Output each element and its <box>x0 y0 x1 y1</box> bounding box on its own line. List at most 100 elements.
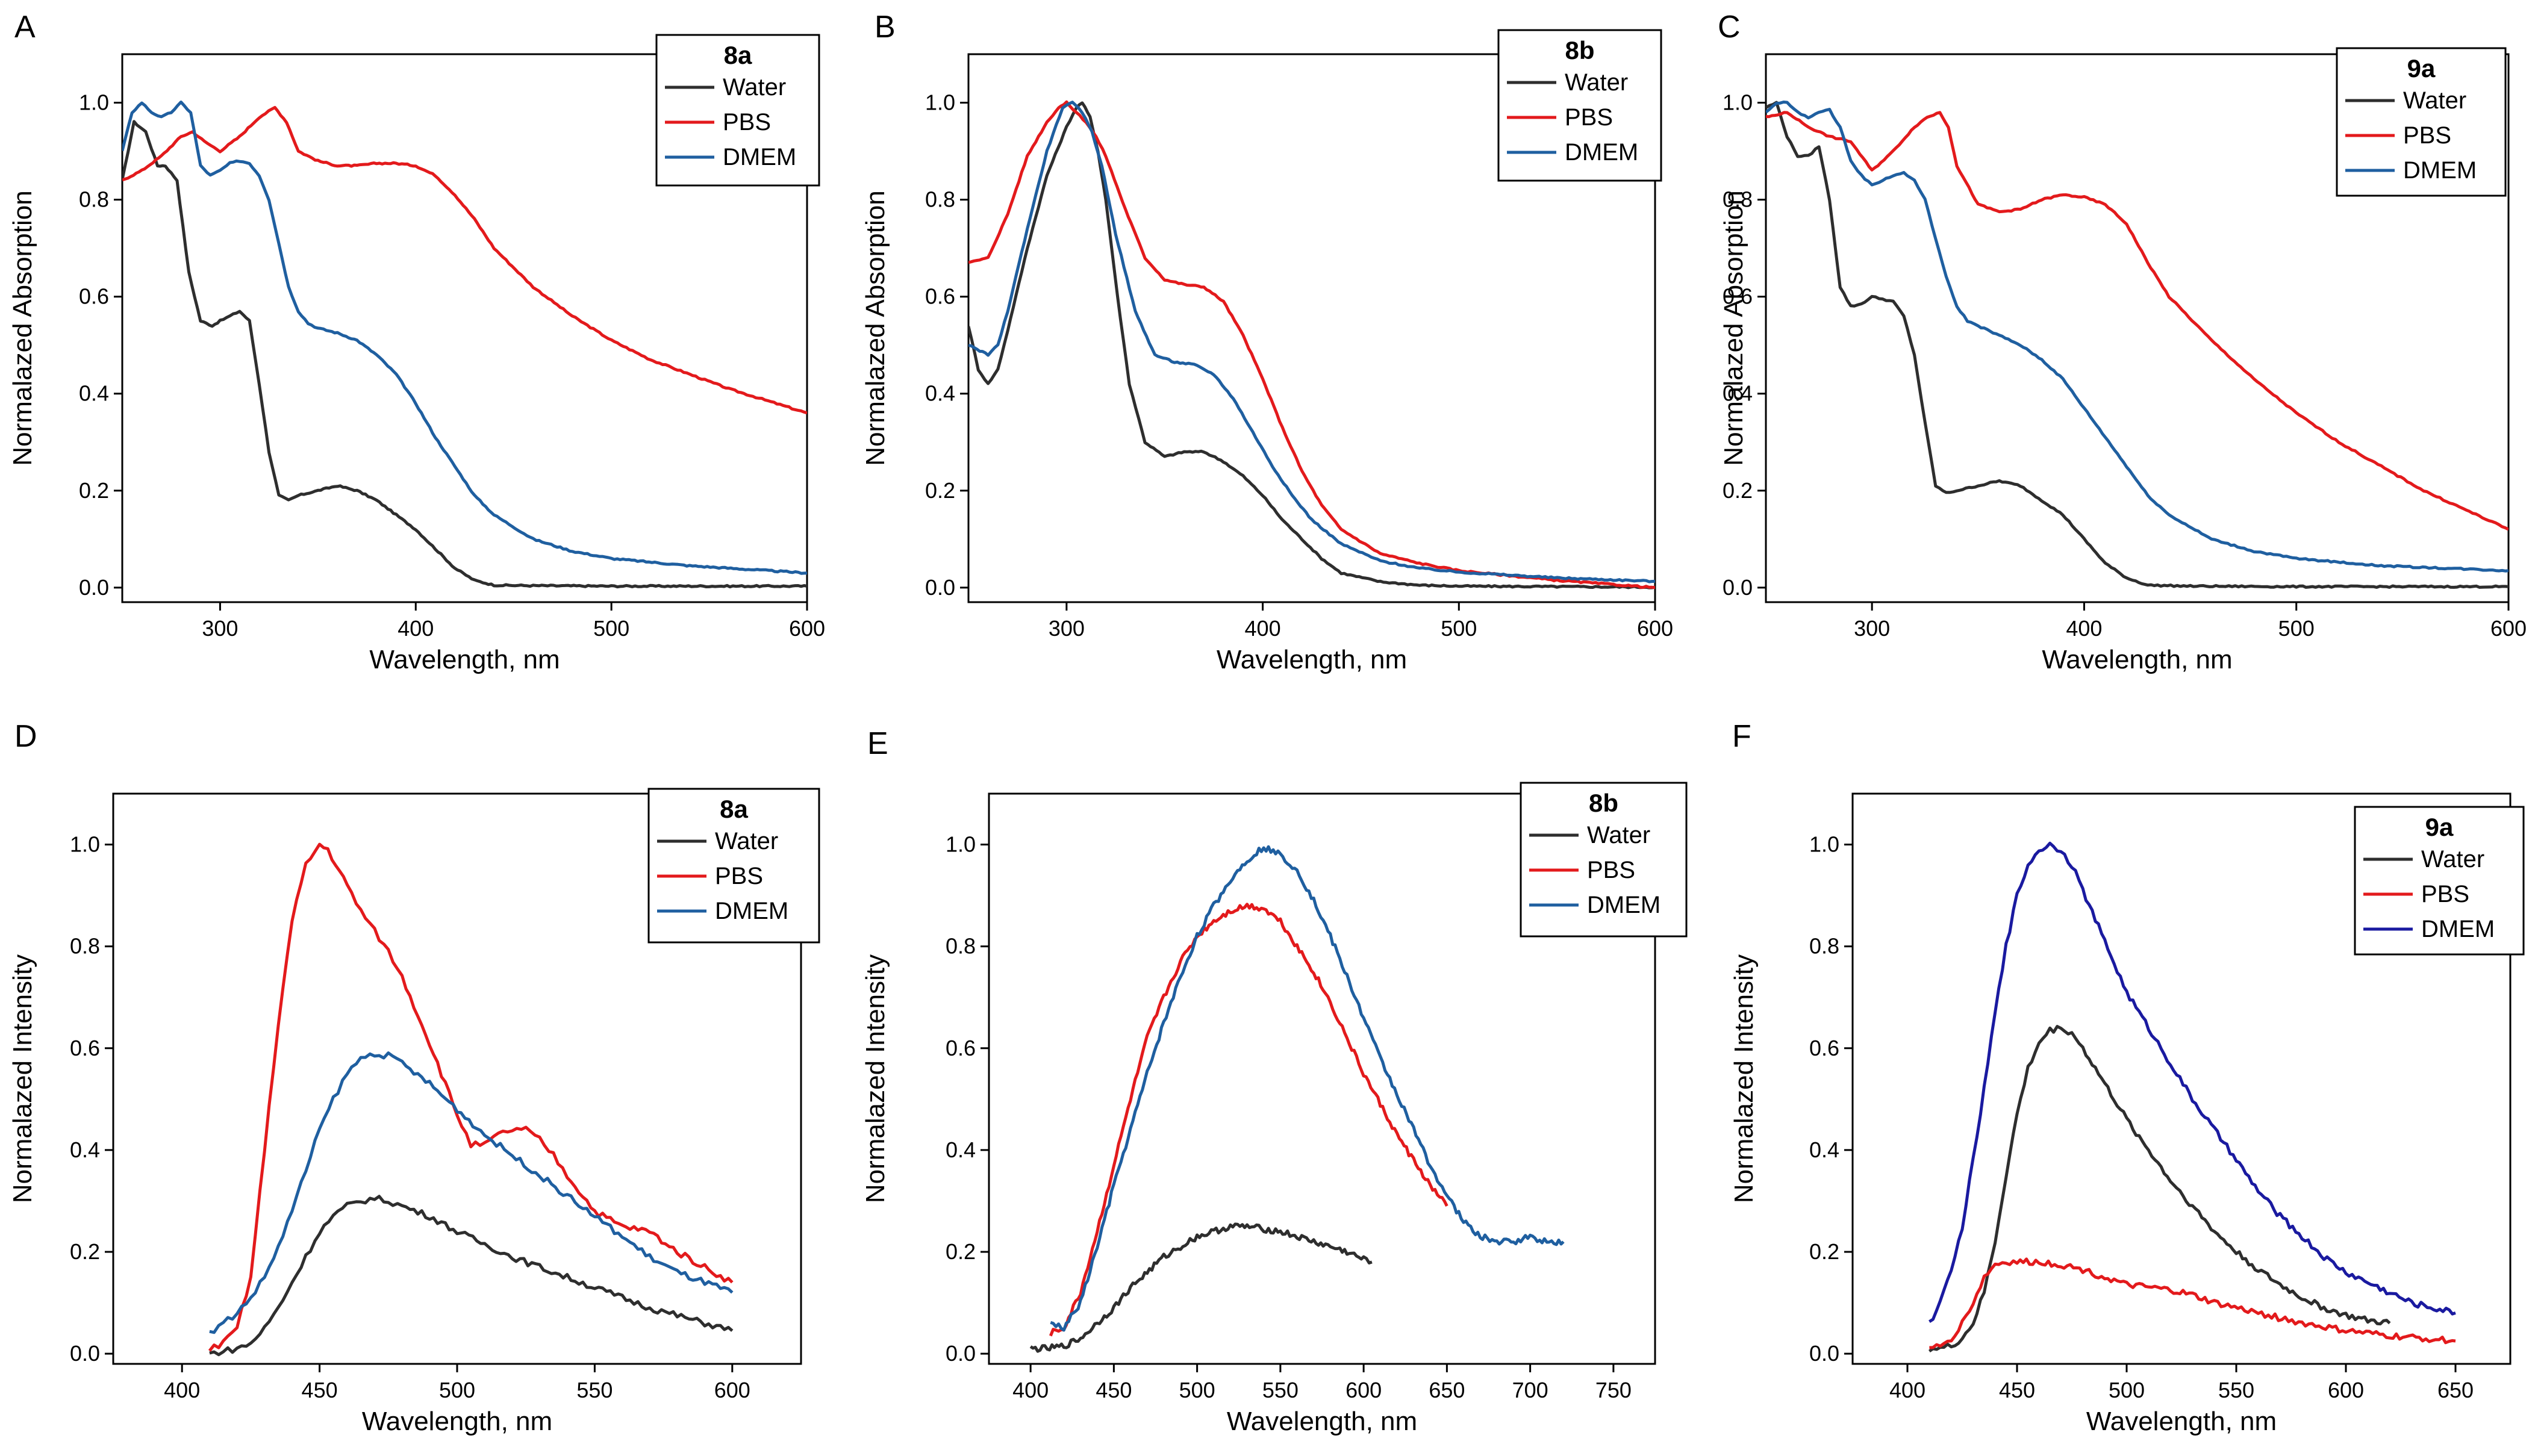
series-line-dmem <box>209 1051 734 1334</box>
legend-label: PBS <box>1587 857 1635 883</box>
y-axis-label: Normalazed Intensity <box>8 954 37 1203</box>
legend-label: DMEM <box>2403 157 2477 184</box>
y-tick-label: 0.2 <box>946 1239 976 1264</box>
legend: 9a Water PBS DMEM <box>2336 47 2507 197</box>
y-tick-label: 0.4 <box>1809 1137 1839 1162</box>
series-line-water <box>1766 101 2508 589</box>
y-tick-label: 0.6 <box>79 284 109 309</box>
legend-box <box>655 34 820 187</box>
x-tick-label: 600 <box>2490 616 2527 641</box>
y-tick-label: 0.4 <box>925 381 955 406</box>
y-tick-label: 0.0 <box>925 575 955 600</box>
x-axis-label: Wavelength, nm <box>1227 1407 1417 1436</box>
x-tick-label: 600 <box>714 1378 750 1402</box>
legend-label: PBS <box>2403 122 2451 149</box>
y-tick-label: 0.2 <box>79 478 109 503</box>
y-tick-label: 0.6 <box>1723 284 1753 309</box>
series-line-water <box>1029 1222 1373 1353</box>
y-axis-label: Normalazed Absorption <box>8 190 37 465</box>
x-tick-label: 400 <box>398 616 434 641</box>
y-tick-label: 0.0 <box>70 1341 100 1366</box>
series-line-dmem <box>1050 845 1565 1332</box>
x-tick-label: 400 <box>2066 616 2102 641</box>
x-axis-label: Wavelength, nm <box>362 1407 552 1436</box>
x-tick-label: 400 <box>1889 1378 1925 1402</box>
legend-label: Water <box>1587 822 1650 848</box>
y-tick-label: 1.0 <box>946 832 976 857</box>
y-tick-label: 1.0 <box>1723 90 1753 115</box>
y-tick-label: 0.2 <box>70 1239 100 1264</box>
legend: 8b Water PBS DMEM <box>1497 29 1662 182</box>
y-tick-label: 0.4 <box>946 1137 976 1162</box>
legend-box <box>1497 29 1662 182</box>
legend-label: Water <box>2421 846 2484 873</box>
x-tick-label: 300 <box>1049 616 1085 641</box>
legend-label: DMEM <box>2421 916 2495 942</box>
panel-letter: F <box>1732 719 1751 754</box>
series-line-dmem <box>122 101 807 575</box>
legend-label: DMEM <box>1587 892 1660 918</box>
legend-label: DMEM <box>723 144 796 170</box>
x-tick-label: 300 <box>1854 616 1890 641</box>
legend-title: 8b <box>1589 789 1618 817</box>
y-tick-label: 0.8 <box>79 187 109 212</box>
y-tick-label: 0.8 <box>1809 934 1839 959</box>
legend-label: PBS <box>2421 881 2469 907</box>
panel-e: E 400 450 500 550 600 650 700 750 0.0 0.2 0.4 0.6 0.8… <box>861 726 1688 1436</box>
legend-label: Water <box>723 74 786 101</box>
y-axis-label: Normalazed Intensity <box>1729 954 1759 1203</box>
series-line-water <box>1928 1025 2391 1353</box>
y-tick-label: 0.6 <box>70 1036 100 1060</box>
legend-label: Water <box>1565 69 1628 96</box>
y-tick-label: 0.0 <box>946 1341 976 1366</box>
series-line-pbs <box>1766 111 2508 531</box>
legend-label: PBS <box>1565 104 1613 131</box>
x-tick-label: 600 <box>2328 1378 2364 1402</box>
y-tick-label: 0.4 <box>70 1137 100 1162</box>
legend-label: DMEM <box>715 898 788 924</box>
x-tick-label: 450 <box>302 1378 338 1402</box>
x-tick-label: 700 <box>1512 1378 1548 1402</box>
y-tick-label: 0.2 <box>1723 478 1753 503</box>
series-line-pbs <box>1929 1257 2456 1349</box>
y-tick-label: 0.4 <box>1723 381 1753 406</box>
legend: 9a Water PBS DMEM <box>2354 806 2525 956</box>
x-tick-label: 500 <box>1179 1378 1215 1402</box>
x-tick-label: 550 <box>1262 1378 1299 1402</box>
plot-frame <box>1851 792 2512 1365</box>
x-tick-label: 600 <box>789 616 825 641</box>
legend-label: PBS <box>715 863 763 889</box>
x-tick-label: 600 <box>1637 616 1673 641</box>
y-tick-label: 0.2 <box>1809 1239 1839 1264</box>
x-tick-label: 500 <box>439 1378 475 1402</box>
x-tick-label: 750 <box>1595 1378 1632 1402</box>
panel-d: D 400 450 500 550 600 0.0 0.2 0.4 0.6 0.8 1.0 Wavele… <box>8 719 820 1436</box>
legend-title: 8a <box>720 795 748 823</box>
y-axis-label: Normalazed Intensity <box>861 954 890 1203</box>
series-line-water <box>968 101 1655 590</box>
y-tick-label: 1.0 <box>79 90 109 115</box>
x-axis-label: Wavelength, nm <box>369 645 560 674</box>
y-tick-label: 0.4 <box>79 381 109 406</box>
panel-letter: E <box>867 726 888 761</box>
y-axis-label: Normalazed Absorption <box>1719 190 1748 465</box>
legend: 8b Water PBS DMEM <box>1520 782 1688 938</box>
x-tick-label: 550 <box>2218 1378 2254 1402</box>
x-tick-label: 400 <box>1245 616 1281 641</box>
series-line-pbs <box>1049 903 1448 1337</box>
y-tick-label: 0.0 <box>79 575 109 600</box>
x-tick-label: 500 <box>593 616 629 641</box>
x-tick-label: 650 <box>2437 1378 2474 1402</box>
legend-label: Water <box>2403 87 2466 114</box>
legend-title: 8b <box>1565 36 1594 64</box>
legend-title: 8a <box>724 41 752 69</box>
y-tick-label: 0.8 <box>70 934 100 959</box>
series-line-water <box>209 1195 734 1357</box>
panel-letter: B <box>875 10 896 45</box>
legend-box <box>647 788 820 944</box>
x-tick-label: 550 <box>576 1378 613 1402</box>
series-line-pbs <box>208 842 734 1352</box>
plot-frame <box>1765 53 2510 603</box>
panel-c: C 300 400 500 600 0.0 0.2 0.4 0.6 0.8 1.0 Wavelengt… <box>1718 10 2527 674</box>
